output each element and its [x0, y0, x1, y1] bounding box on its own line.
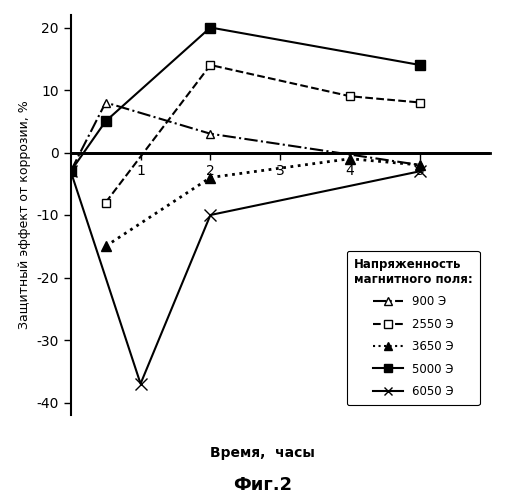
Text: Время,  часы: Время, часы — [210, 446, 315, 460]
Legend: 900 Э, 2550 Э, 3650 Э, 5000 Э, 6050 Э: 900 Э, 2550 Э, 3650 Э, 5000 Э, 6050 Э — [347, 250, 480, 405]
Text: Фиг.2: Фиг.2 — [233, 476, 292, 494]
Y-axis label: Защитный эффект от коррозии, %: Защитный эффект от коррозии, % — [18, 100, 31, 330]
